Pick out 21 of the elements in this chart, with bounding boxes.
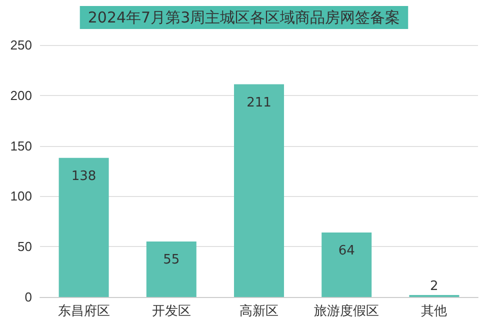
x-tick-label: 高新区	[240, 303, 278, 319]
bar	[146, 242, 196, 297]
y-tick-label: 200	[10, 88, 32, 103]
y-tick-label: 150	[10, 138, 32, 154]
bar	[234, 84, 284, 297]
bar	[58, 158, 109, 297]
y-tick-label: 250	[10, 38, 32, 52]
data-label: 211	[246, 95, 272, 110]
y-tick-label: 50	[18, 239, 32, 254]
x-tick-label: 旅游度假区	[314, 303, 380, 319]
data-label: 138	[71, 168, 96, 184]
data-label: 64	[338, 243, 355, 258]
data-label: 2	[430, 278, 438, 294]
y-tick-label: 100	[10, 188, 32, 204]
bar	[322, 232, 372, 297]
chart-title: 2024年7月第3周主城区各区域商品房网签备案	[88, 8, 400, 26]
x-tick-label: 其他	[421, 304, 448, 319]
y-tick-label: 0	[24, 290, 32, 304]
x-tick-label: 开发区	[152, 304, 191, 319]
x-tick-label: 东昌府区	[58, 303, 110, 319]
data-label: 55	[163, 252, 180, 268]
